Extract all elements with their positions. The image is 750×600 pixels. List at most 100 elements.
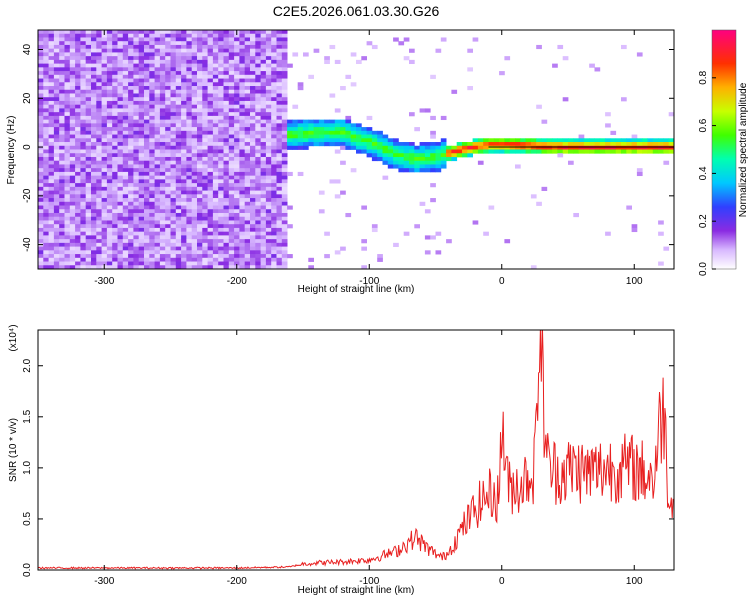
heatmap-cell bbox=[265, 209, 272, 214]
heatmap-cell bbox=[48, 156, 55, 162]
heatmap-cell bbox=[493, 142, 500, 147]
heatmap-cell bbox=[170, 78, 177, 83]
heatmap-cell bbox=[149, 97, 155, 102]
heatmap-cell bbox=[297, 119, 304, 124]
heatmap-cell bbox=[202, 138, 208, 143]
heatmap-cell bbox=[43, 74, 49, 79]
heatmap-cell bbox=[165, 127, 171, 132]
heatmap-cell bbox=[181, 56, 187, 61]
heatmap-cell bbox=[636, 145, 643, 150]
heatmap-cell bbox=[218, 239, 224, 244]
heatmap-cell bbox=[202, 183, 208, 188]
heatmap-cell bbox=[159, 108, 166, 113]
heatmap-cell bbox=[175, 63, 182, 68]
heatmap-cell bbox=[409, 48, 415, 53]
heatmap-cell bbox=[197, 130, 203, 135]
heatmap-cell bbox=[387, 156, 394, 162]
heatmap-cell bbox=[175, 239, 182, 244]
snr-y-axis-label: SNR (10 * v/v) bbox=[8, 418, 19, 482]
heatmap-cell bbox=[154, 175, 161, 180]
heatmap-cell bbox=[212, 130, 219, 135]
heatmap-cell bbox=[101, 175, 108, 180]
heatmap-cell bbox=[59, 239, 65, 244]
heatmap-cell bbox=[48, 149, 55, 154]
heatmap-cell bbox=[265, 257, 272, 262]
heatmap-cell bbox=[154, 127, 161, 132]
heatmap-cell bbox=[85, 156, 92, 162]
heatmap-cell bbox=[265, 108, 272, 113]
heatmap-cell bbox=[663, 142, 670, 147]
heatmap-cell bbox=[207, 156, 214, 162]
heatmap-cell bbox=[271, 52, 277, 57]
heatmap-cell bbox=[546, 149, 553, 154]
heatmap-cell bbox=[170, 160, 177, 165]
heatmap-cell bbox=[562, 145, 569, 150]
heatmap-cell bbox=[271, 257, 277, 262]
heatmap-cell bbox=[170, 127, 177, 132]
heatmap-cell bbox=[191, 239, 198, 244]
heatmap-cell bbox=[101, 205, 108, 210]
heatmap-cell bbox=[424, 168, 431, 173]
heatmap-cell bbox=[138, 183, 145, 188]
heatmap-cell bbox=[631, 138, 638, 143]
heatmap-cell bbox=[250, 41, 256, 46]
heatmap-cell bbox=[313, 130, 320, 135]
heatmap-cell bbox=[170, 254, 177, 259]
heatmap-cell bbox=[112, 261, 118, 266]
heatmap-cell bbox=[128, 112, 134, 117]
heatmap-cell bbox=[48, 168, 55, 173]
heatmap-cell bbox=[212, 115, 219, 121]
heatmap-cell bbox=[159, 254, 166, 259]
heatmap-cell bbox=[186, 194, 193, 199]
heatmap-cell bbox=[626, 205, 632, 210]
heatmap-cell bbox=[228, 250, 235, 255]
heatmap-cell bbox=[96, 246, 102, 251]
heatmap-cell bbox=[149, 168, 155, 173]
heatmap-cell bbox=[101, 220, 108, 225]
heatmap-cell bbox=[499, 142, 505, 147]
heatmap-cell bbox=[477, 149, 484, 154]
heatmap-cell bbox=[271, 220, 277, 225]
heatmap-cell bbox=[59, 212, 65, 218]
heatmap-cell bbox=[186, 265, 193, 269]
heatmap-cell bbox=[207, 123, 214, 128]
heatmap-cell bbox=[197, 115, 203, 121]
heatmap-cell bbox=[197, 183, 203, 188]
heatmap-cell bbox=[631, 224, 638, 229]
heatmap-cell bbox=[239, 123, 246, 128]
heatmap-cell bbox=[181, 33, 187, 38]
heatmap-cell bbox=[228, 86, 235, 91]
heatmap-cell bbox=[117, 265, 124, 269]
heatmap-cell bbox=[112, 212, 118, 218]
heatmap-cell bbox=[181, 134, 187, 139]
heatmap-cell bbox=[234, 123, 240, 128]
heatmap-cell bbox=[308, 130, 314, 135]
heatmap-cell bbox=[578, 134, 585, 139]
heatmap-cell bbox=[101, 56, 108, 61]
heatmap-cell bbox=[181, 130, 187, 135]
heatmap-cell bbox=[260, 86, 267, 91]
heatmap-cell bbox=[53, 134, 60, 139]
heatmap-cell bbox=[149, 250, 155, 255]
heatmap-cell bbox=[212, 100, 219, 106]
heatmap-cell bbox=[117, 186, 124, 191]
heatmap-cell bbox=[265, 168, 272, 173]
heatmap-cell bbox=[149, 100, 155, 106]
heatmap-cell bbox=[218, 115, 224, 121]
heatmap-cell bbox=[69, 97, 76, 102]
heatmap-cell bbox=[477, 160, 484, 165]
heatmap-cell bbox=[149, 48, 155, 53]
heatmap-cell bbox=[43, 175, 49, 180]
heatmap-cell bbox=[430, 142, 436, 147]
heatmap-cell bbox=[106, 41, 113, 46]
heatmap-cell bbox=[80, 242, 87, 247]
heatmap-cell bbox=[69, 115, 76, 121]
heatmap-cell bbox=[239, 265, 246, 269]
heatmap-cell bbox=[271, 250, 277, 255]
heatmap-cell bbox=[435, 231, 442, 236]
heatmap-cell bbox=[250, 63, 256, 68]
heatmap-cell bbox=[64, 134, 71, 139]
heatmap-cell bbox=[260, 171, 267, 177]
heatmap-cell bbox=[122, 134, 129, 139]
